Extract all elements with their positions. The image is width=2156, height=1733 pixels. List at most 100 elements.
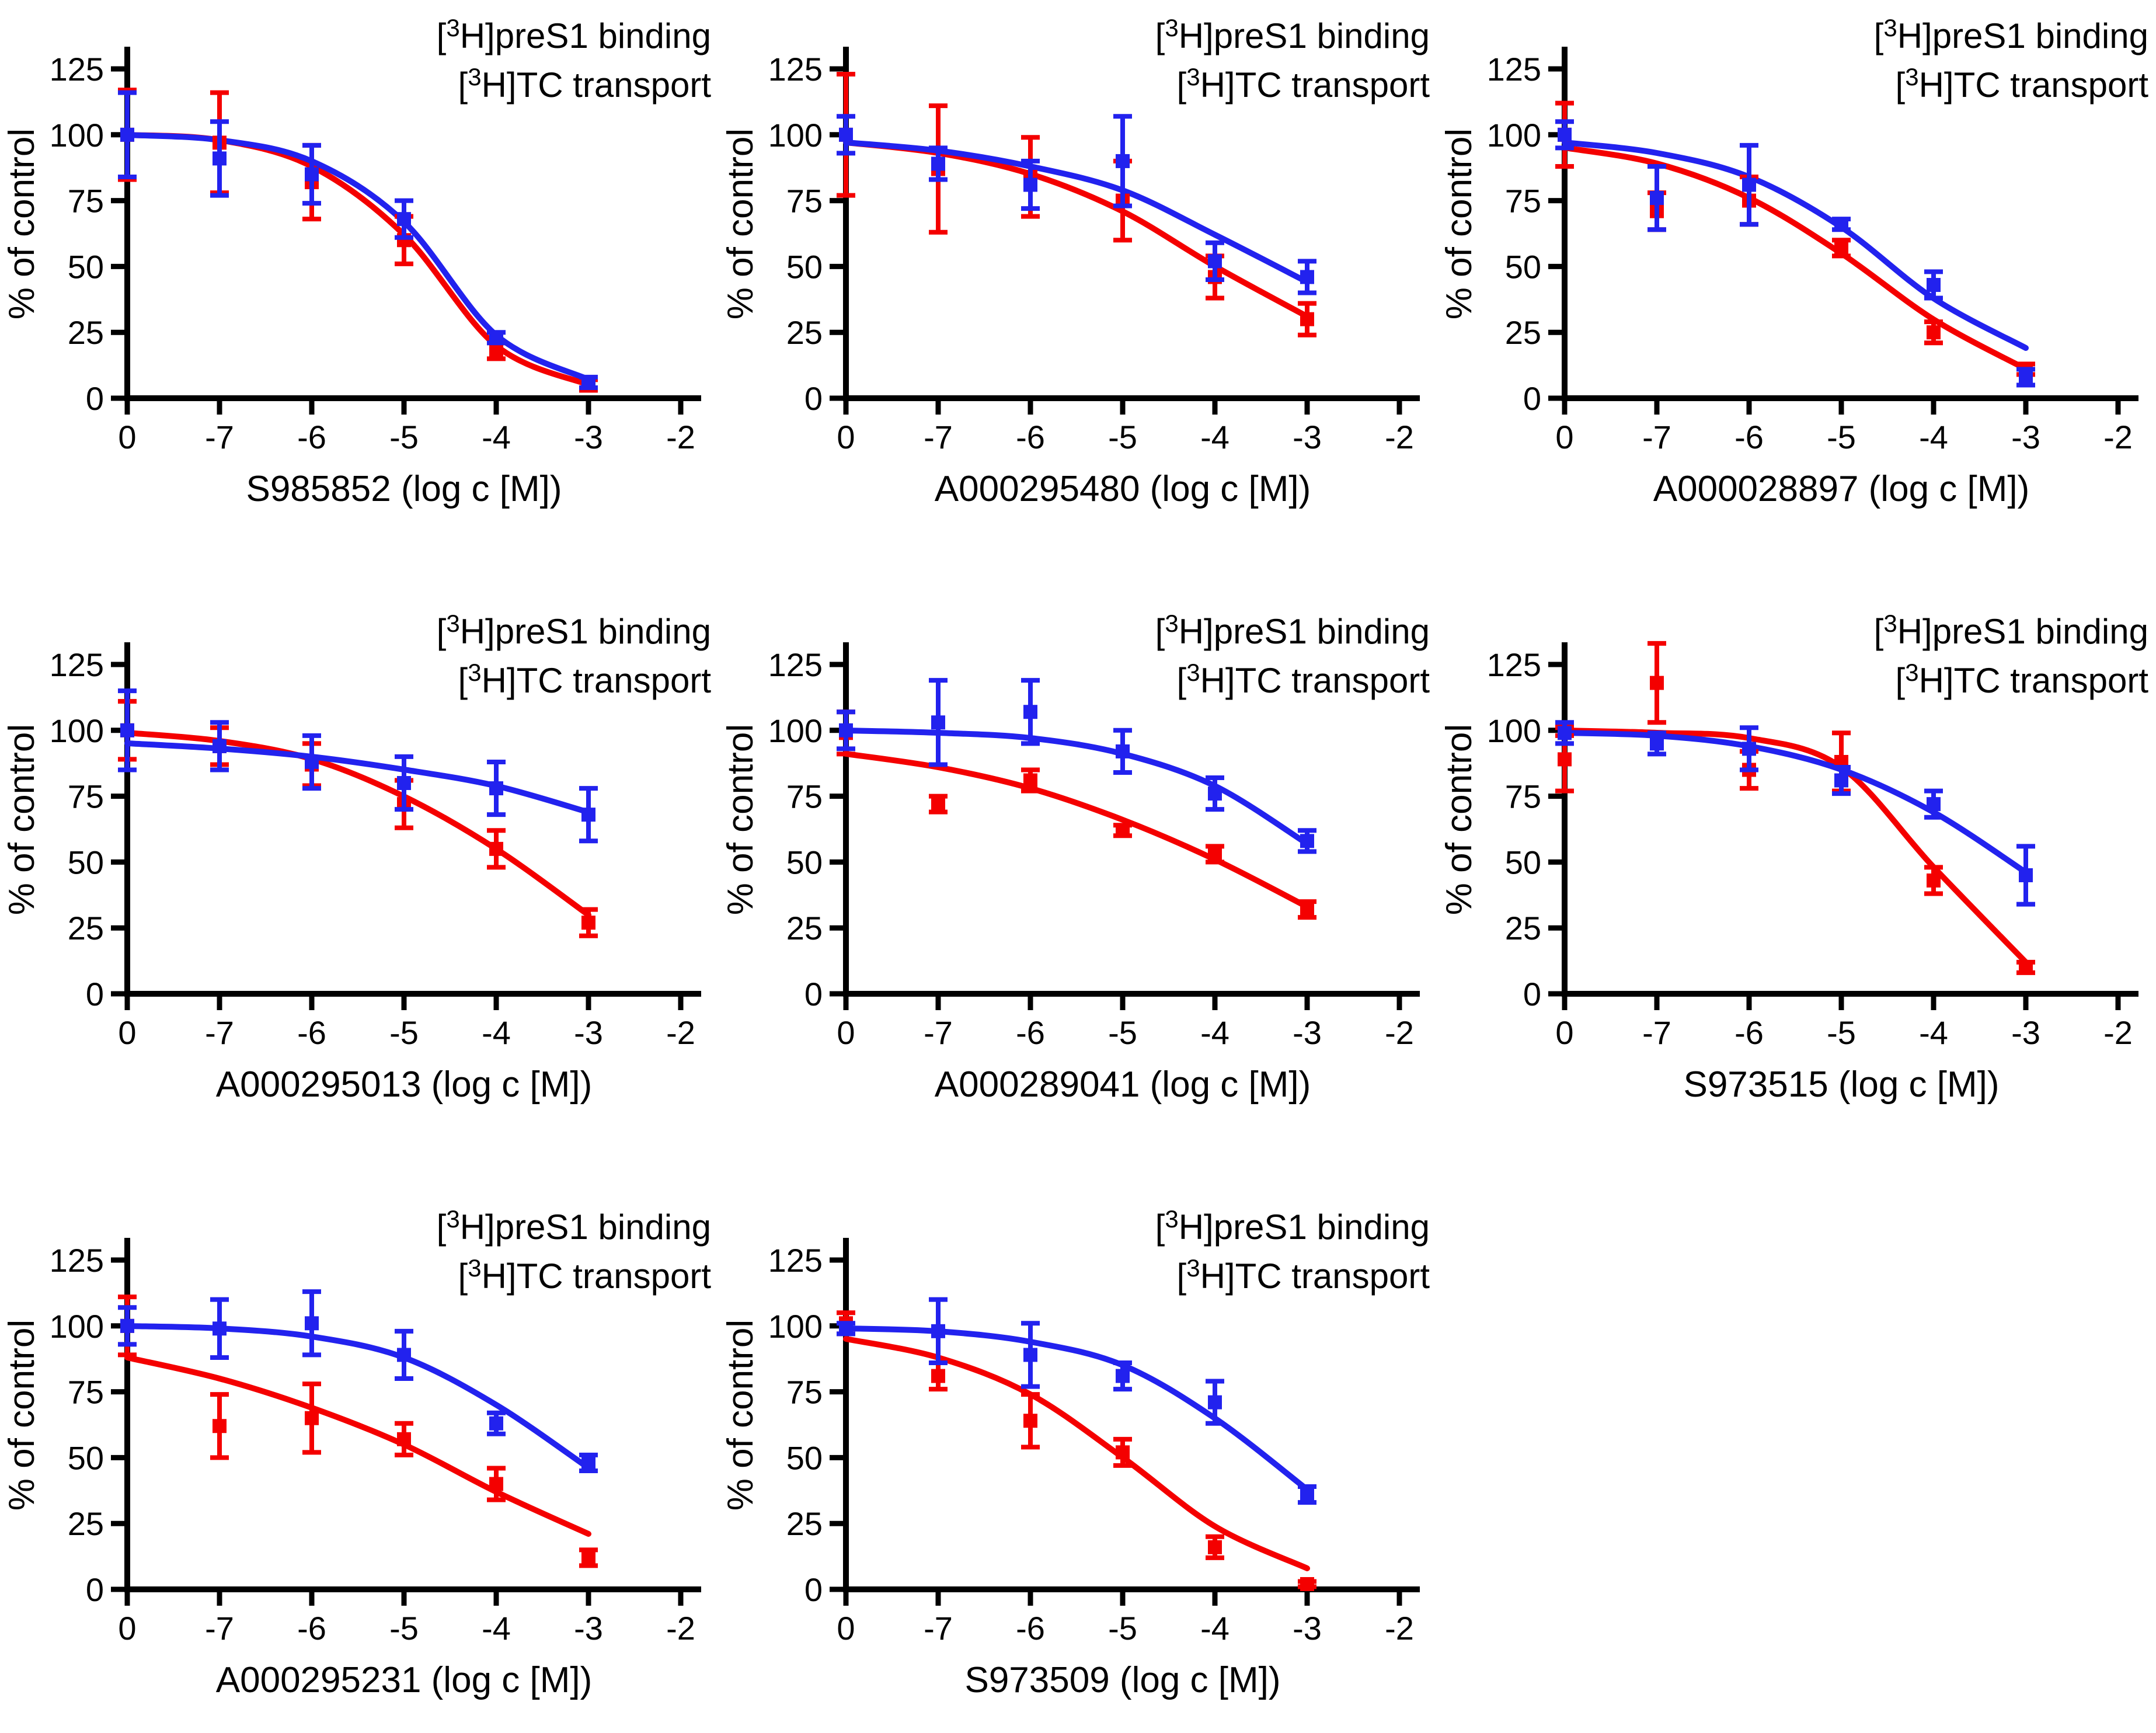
y-tick-label: 0: [1523, 976, 1541, 1012]
x-tick-label: -5: [389, 1014, 419, 1051]
y-tick-label: 50: [786, 1439, 823, 1476]
pres1-marker: [489, 1477, 503, 1491]
x-tick-label: -2: [1385, 419, 1414, 455]
tc-data-points: [837, 114, 1316, 295]
x-tick-label: 0: [837, 419, 855, 455]
tc-marker: [839, 127, 853, 142]
y-tick-label: 50: [68, 844, 104, 881]
x-tick-label: -2: [2103, 1014, 2133, 1051]
pres1-fit-curve: [843, 1336, 1310, 1571]
y-axis-ticks: 0 25 50 75 100 125: [50, 1242, 127, 1608]
pres1-marker: [213, 1419, 227, 1433]
pres1-marker: [931, 797, 945, 812]
y-tick-label: 50: [1505, 844, 1541, 881]
tc-fit-curve: [843, 728, 1310, 847]
x-tick-label: -3: [2011, 1014, 2040, 1051]
pres1-fit-curve: [1562, 145, 2029, 372]
tc-marker: [1742, 178, 1756, 192]
tc-marker: [120, 1318, 134, 1333]
y-tick-label: 50: [68, 1439, 104, 1476]
pres1-marker: [1834, 241, 1848, 255]
tc-marker: [2019, 868, 2033, 882]
x-tick-label: -7: [205, 1610, 234, 1647]
tc-marker: [489, 1416, 503, 1431]
tc-marker: [2019, 370, 2033, 384]
tc-fit-curve: [1562, 730, 2029, 875]
y-axis-label: % of control: [1439, 724, 1479, 915]
tc-marker: [581, 808, 595, 822]
tc-marker: [581, 375, 595, 389]
x-tick-label: -2: [1385, 1610, 1414, 1647]
chart-s985852: 0 25 50 75 100 125 0 -7 -6 -5 -4 -3 -2 S985852 (log c…: [2, 14, 711, 509]
tc-data-points: [118, 688, 598, 844]
tc-marker: [1834, 773, 1848, 788]
tc-marker: [1023, 705, 1037, 719]
y-tick-label: 25: [786, 314, 823, 351]
x-axis-label: A000295231 (log c [M]): [216, 1660, 593, 1700]
pres1-marker: [397, 1432, 411, 1446]
x-tick-label: -2: [1385, 1014, 1414, 1051]
x-tick-label: -4: [482, 419, 511, 455]
x-tick-label: -5: [1108, 1610, 1137, 1647]
pres1-fit-curve: [843, 140, 1310, 319]
y-tick-label: 25: [68, 314, 104, 351]
y-axis-ticks: 0 25 50 75 100 125: [768, 646, 846, 1012]
legend-tc-transport: [3H]TC transport: [1177, 63, 1430, 105]
tc-data-points: [118, 90, 598, 390]
tc-fit-curve: [843, 140, 1310, 285]
y-tick-label: 100: [1487, 117, 1541, 154]
x-tick-label: -3: [1293, 1610, 1322, 1647]
chart-a000295480: 0 25 50 75 100 125 0 -7 -6 -5 -4 -3 -2 A000295480 (lo…: [720, 14, 1430, 509]
x-tick-label: -7: [1642, 419, 1671, 455]
x-axis-ticks: 0 -7 -6 -5 -4 -3 -2: [1555, 994, 2133, 1051]
tc-marker: [1927, 277, 1941, 292]
y-tick-label: 75: [68, 1374, 104, 1411]
y-tick-label: 125: [50, 51, 104, 88]
legend-tc-transport: [3H]TC transport: [1896, 659, 2149, 700]
tc-marker: [931, 715, 945, 730]
x-tick-label: -3: [574, 1610, 603, 1647]
tc-data-points: [1555, 720, 2035, 907]
x-axis-label: A000295480 (log c [M]): [935, 469, 1311, 509]
legend-pres1-binding: [3H]preS1 binding: [1874, 610, 2148, 651]
tc-data-points: [837, 1297, 1316, 1505]
x-tick-label: -3: [574, 419, 603, 455]
y-axis-label: % of control: [720, 128, 761, 319]
x-tick-label: -6: [1734, 1014, 1764, 1051]
x-tick-label: -7: [924, 1014, 953, 1051]
pres1-marker: [1116, 823, 1130, 838]
tc-marker: [1116, 744, 1130, 758]
pres1-marker: [581, 916, 595, 930]
x-tick-label: 0: [1555, 419, 1573, 455]
tc-marker: [120, 127, 134, 142]
tc-fit-curve: [124, 740, 591, 815]
tc-marker: [1023, 178, 1037, 192]
x-axis-ticks: 0 -7 -6 -5 -4 -3 -2: [837, 994, 1414, 1051]
tc-marker: [1208, 254, 1222, 269]
x-axis-label: S985852 (log c [M]): [246, 469, 562, 509]
y-tick-label: 50: [786, 844, 823, 881]
pres1-marker: [1650, 676, 1664, 690]
x-tick-label: -7: [205, 1014, 234, 1051]
tc-marker: [581, 1456, 595, 1470]
chart-a000295013: 0 25 50 75 100 125 0 -7 -6 -5 -4 -3 -2 A000295013 (lo…: [2, 610, 712, 1105]
y-tick-label: 100: [768, 117, 823, 154]
x-axis-label: S973515 (log c [M]): [1683, 1064, 1999, 1105]
pres1-marker: [1300, 312, 1314, 326]
y-tick-label: 25: [786, 1505, 823, 1542]
tc-marker: [1208, 787, 1222, 801]
x-tick-label: 0: [837, 1610, 855, 1647]
legend-tc-transport: [3H]TC transport: [458, 659, 712, 700]
x-tick-label: -2: [666, 1610, 695, 1647]
y-axis-label: % of control: [2, 1320, 42, 1511]
x-tick-label: -4: [1919, 419, 1948, 455]
tc-marker: [1742, 742, 1756, 756]
y-tick-label: 125: [1487, 646, 1541, 683]
x-tick-label: -6: [1016, 1014, 1045, 1051]
x-tick-label: 0: [118, 1610, 136, 1647]
pres1-marker: [1208, 1540, 1222, 1554]
chart-s973515: 0 25 50 75 100 125 0 -7 -6 -5 -4 -3 -2 S973515 (log c…: [1439, 610, 2149, 1105]
pres1-marker: [489, 841, 503, 856]
tc-fit-curve: [1562, 140, 2029, 351]
y-tick-label: 100: [50, 712, 104, 749]
